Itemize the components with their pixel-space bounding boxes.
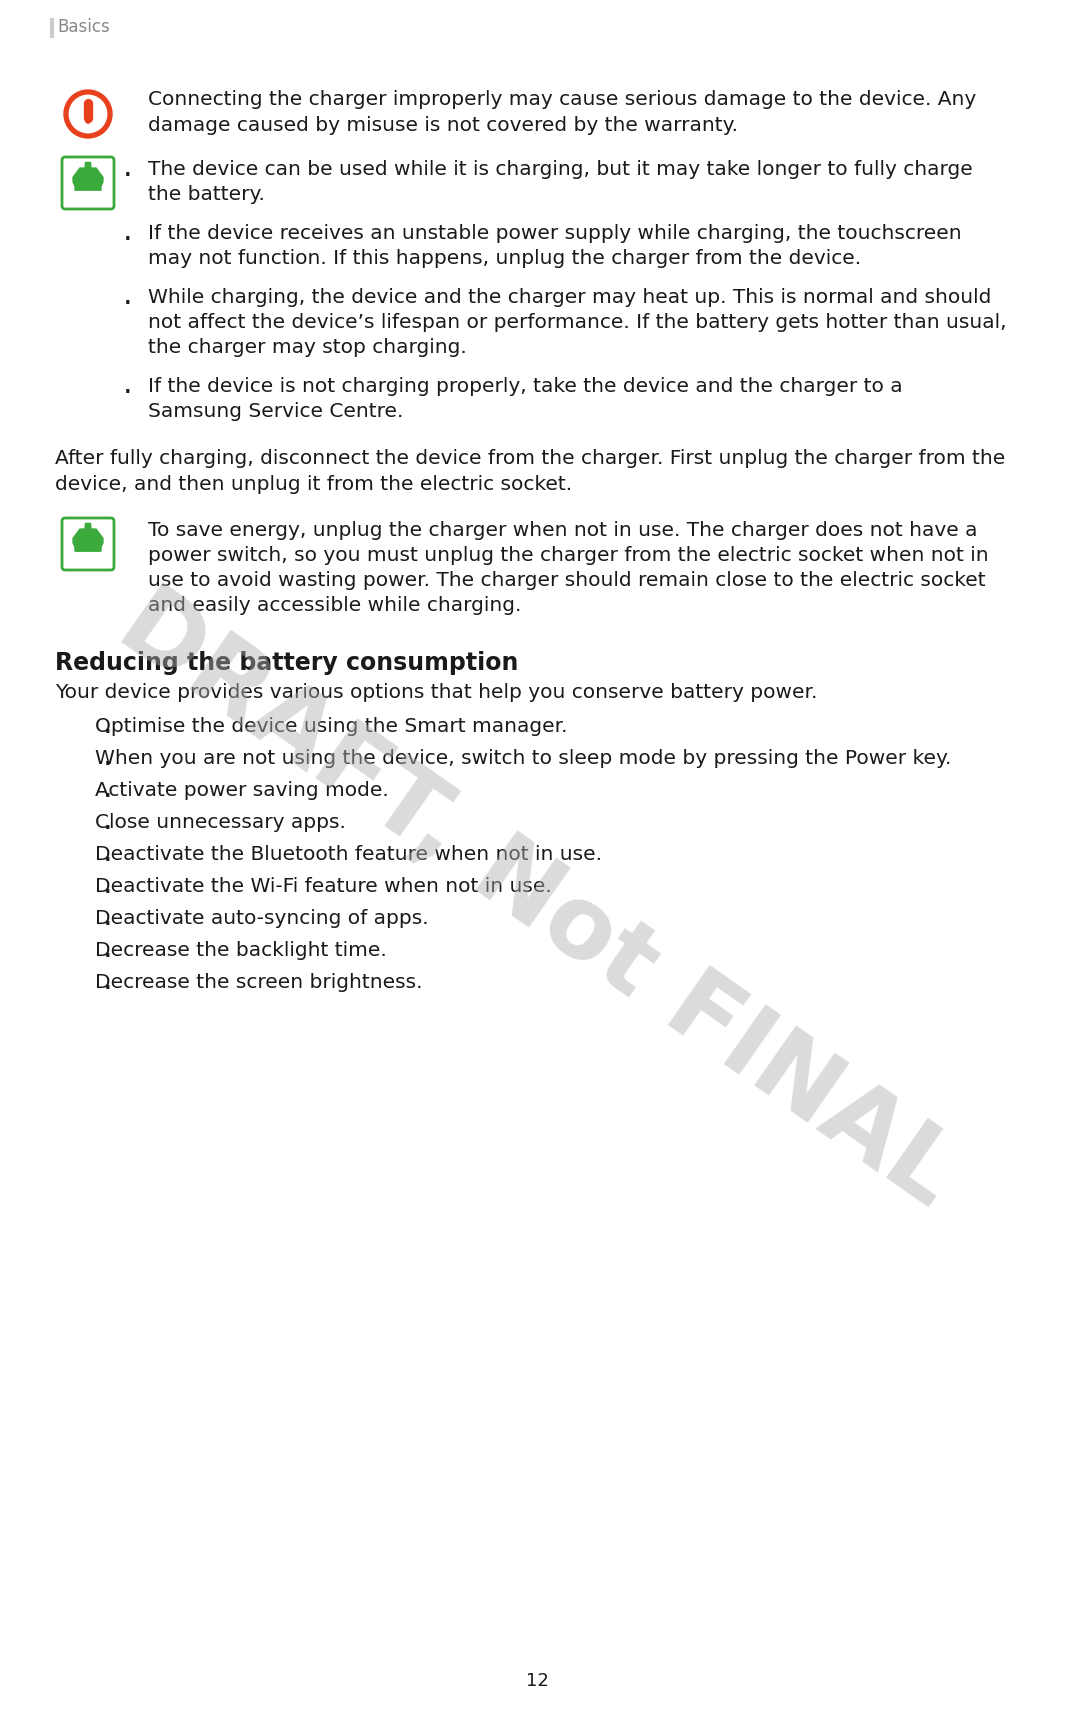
Circle shape bbox=[70, 95, 106, 132]
Text: Basics: Basics bbox=[57, 17, 110, 36]
Text: ·: · bbox=[124, 291, 133, 320]
Text: Connecting the charger improperly may cause serious damage to the device. Any: Connecting the charger improperly may ca… bbox=[148, 89, 976, 108]
Text: When you are not using the device, switch to sleep mode by pressing the Power ke: When you are not using the device, switc… bbox=[95, 749, 952, 768]
Text: Decrease the screen brightness.: Decrease the screen brightness. bbox=[95, 973, 422, 992]
Circle shape bbox=[64, 89, 112, 138]
Text: ·: · bbox=[103, 815, 113, 844]
Text: Activate power saving mode.: Activate power saving mode. bbox=[95, 780, 389, 799]
FancyBboxPatch shape bbox=[74, 545, 102, 552]
Text: power switch, so you must unplug the charger from the electric socket when not i: power switch, so you must unplug the cha… bbox=[148, 547, 989, 566]
Text: ·: · bbox=[103, 911, 113, 940]
Text: To save energy, unplug the charger when not in use. The charger does not have a: To save energy, unplug the charger when … bbox=[148, 521, 977, 540]
FancyBboxPatch shape bbox=[74, 184, 102, 191]
Text: DRAFT, Not FINAL: DRAFT, Not FINAL bbox=[101, 574, 973, 1226]
FancyBboxPatch shape bbox=[62, 517, 114, 571]
Text: Optimise the device using the Smart manager.: Optimise the device using the Smart mana… bbox=[95, 717, 567, 736]
Text: Deactivate the Wi-Fi feature when not in use.: Deactivate the Wi-Fi feature when not in… bbox=[95, 877, 552, 896]
FancyBboxPatch shape bbox=[85, 162, 91, 170]
Text: the charger may stop charging.: the charger may stop charging. bbox=[148, 339, 467, 358]
Text: ·: · bbox=[103, 847, 113, 877]
Text: ·: · bbox=[103, 751, 113, 780]
Text: ·: · bbox=[103, 975, 113, 1004]
Text: use to avoid wasting power. The charger should remain close to the electric sock: use to avoid wasting power. The charger … bbox=[148, 571, 986, 590]
Text: Samsung Service Centre.: Samsung Service Centre. bbox=[148, 402, 404, 421]
Text: ·: · bbox=[103, 944, 113, 971]
Polygon shape bbox=[73, 168, 103, 186]
Text: may not function. If this happens, unplug the charger from the device.: may not function. If this happens, unplu… bbox=[148, 249, 861, 268]
Text: ·: · bbox=[103, 719, 113, 748]
Text: The device can be used while it is charging, but it may take longer to fully cha: The device can be used while it is charg… bbox=[148, 160, 973, 179]
Text: If the device is not charging properly, take the device and the charger to a: If the device is not charging properly, … bbox=[148, 376, 902, 395]
Text: Your device provides various options that help you conserve battery power.: Your device provides various options tha… bbox=[55, 682, 817, 701]
Text: Deactivate the Bluetooth feature when not in use.: Deactivate the Bluetooth feature when no… bbox=[95, 846, 603, 865]
Text: and easily accessible while charging.: and easily accessible while charging. bbox=[148, 596, 521, 615]
Text: device, and then unplug it from the electric socket.: device, and then unplug it from the elec… bbox=[55, 474, 572, 493]
Circle shape bbox=[85, 163, 91, 168]
Text: After fully charging, disconnect the device from the charger. First unplug the c: After fully charging, disconnect the dev… bbox=[55, 449, 1005, 468]
Text: ·: · bbox=[124, 162, 133, 191]
Circle shape bbox=[85, 524, 91, 529]
Text: If the device receives an unstable power supply while charging, the touchscreen: If the device receives an unstable power… bbox=[148, 223, 961, 242]
Polygon shape bbox=[73, 529, 103, 547]
Text: not affect the device’s lifespan or performance. If the battery gets hotter than: not affect the device’s lifespan or perf… bbox=[148, 313, 1006, 332]
Text: Decrease the backlight time.: Decrease the backlight time. bbox=[95, 940, 387, 959]
Text: ·: · bbox=[103, 878, 113, 908]
FancyBboxPatch shape bbox=[62, 156, 114, 210]
Text: Reducing the battery consumption: Reducing the battery consumption bbox=[55, 652, 519, 676]
Text: damage caused by misuse is not covered by the warranty.: damage caused by misuse is not covered b… bbox=[148, 115, 738, 136]
Text: Deactivate auto-syncing of apps.: Deactivate auto-syncing of apps. bbox=[95, 909, 429, 928]
Text: Close unnecessary apps.: Close unnecessary apps. bbox=[95, 813, 346, 832]
Text: ·: · bbox=[124, 378, 133, 407]
FancyBboxPatch shape bbox=[85, 523, 91, 531]
Text: ·: · bbox=[103, 782, 113, 811]
Text: the battery.: the battery. bbox=[148, 186, 265, 205]
Text: 12: 12 bbox=[525, 1673, 549, 1690]
Circle shape bbox=[86, 119, 90, 124]
Text: ·: · bbox=[124, 225, 133, 254]
Text: While charging, the device and the charger may heat up. This is normal and shoul: While charging, the device and the charg… bbox=[148, 289, 991, 308]
